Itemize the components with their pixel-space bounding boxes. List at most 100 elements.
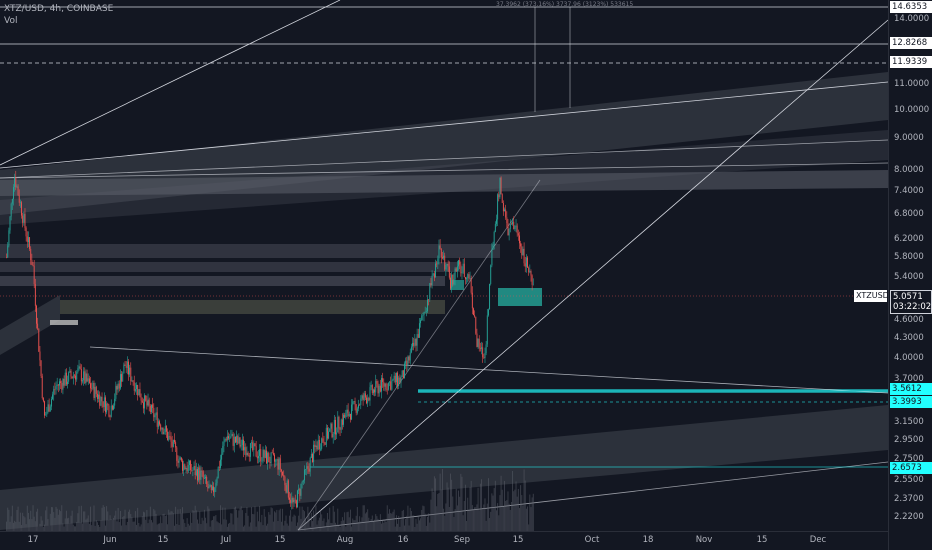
volume-bar	[126, 521, 128, 531]
candle-body	[161, 427, 163, 430]
candle-body	[459, 260, 461, 265]
volume-bar	[117, 507, 119, 531]
candle	[84, 367, 86, 385]
volume-bar	[211, 520, 213, 531]
candle-body	[299, 488, 301, 496]
candle	[440, 248, 442, 264]
price-axis[interactable]: 14.000012.000011.000010.00009.00008.0000…	[888, 0, 932, 550]
candle	[279, 454, 281, 473]
candle	[306, 462, 308, 476]
candle	[280, 468, 282, 478]
volume-bar	[375, 514, 377, 531]
candle	[321, 437, 323, 451]
volume-bar	[90, 506, 91, 531]
candle	[494, 221, 496, 233]
volume-bar	[16, 509, 18, 531]
volume-bar	[325, 522, 327, 531]
candle-body	[163, 432, 165, 435]
candle	[33, 259, 35, 289]
candle-body	[272, 452, 274, 455]
candle	[368, 396, 370, 402]
volume-bar	[466, 520, 468, 531]
candle-body	[476, 333, 478, 347]
candle	[270, 451, 272, 467]
candle-body	[473, 308, 474, 316]
candle-body	[484, 353, 486, 358]
candle-body	[289, 497, 290, 500]
volume-bar	[261, 514, 263, 531]
volume-bar	[489, 518, 491, 531]
candle-body	[99, 394, 101, 406]
volume-bar	[105, 525, 106, 531]
candle	[100, 396, 102, 407]
candle-body	[427, 299, 428, 312]
candle-body	[474, 315, 476, 317]
candle-body	[399, 377, 401, 383]
price-tick: 11.0000	[894, 79, 930, 90]
candle	[48, 398, 50, 413]
candle	[410, 343, 412, 354]
volume-bar	[393, 509, 395, 531]
candle-body	[154, 415, 156, 418]
volume-bar	[95, 520, 97, 531]
candle-body	[171, 441, 173, 447]
candle-body	[107, 403, 109, 406]
volume-bar	[174, 525, 175, 531]
volume-bar	[213, 516, 215, 531]
candle-body	[224, 439, 226, 442]
candle-body	[452, 274, 454, 285]
candle	[194, 459, 196, 480]
candle-body	[315, 445, 317, 448]
candle	[355, 403, 357, 416]
candle	[448, 261, 450, 280]
zone-6	[0, 244, 500, 258]
chart-area[interactable]: XTZ/USD, 4h, COINBASE Vol 37.3962 (373.1…	[0, 0, 889, 531]
volume-bar	[291, 521, 293, 531]
candle	[13, 184, 14, 206]
volume-bar	[330, 522, 332, 531]
candle	[218, 460, 220, 471]
candle-body	[236, 436, 238, 443]
candle	[172, 439, 174, 448]
current-price-label: 5.0571 03:22:02	[890, 290, 932, 314]
candle	[139, 382, 141, 398]
candle-body	[191, 470, 193, 471]
volume-bar	[225, 519, 227, 531]
volume-bar	[183, 519, 185, 531]
volume-bar	[253, 514, 255, 531]
candle	[60, 378, 62, 390]
candle-body	[294, 499, 296, 501]
candle	[182, 458, 183, 474]
candle-body	[52, 394, 54, 400]
candle-body	[23, 213, 25, 223]
volume-bar	[303, 511, 305, 531]
candle	[441, 252, 443, 260]
candle-body	[500, 177, 502, 195]
candle-body	[138, 389, 140, 396]
candle	[307, 461, 309, 474]
left-diagonal-zone	[0, 295, 60, 355]
volume-bar	[8, 509, 10, 531]
candle	[502, 200, 504, 216]
candle-body	[463, 263, 465, 278]
candle-body	[515, 225, 517, 227]
candle-body	[261, 461, 263, 462]
candle-body	[513, 221, 515, 230]
candle-body	[395, 372, 397, 383]
candle	[332, 432, 334, 444]
current-price-value: 5.0571	[893, 292, 923, 302]
candle-body	[443, 255, 445, 259]
candle	[445, 262, 447, 276]
volume-bar	[73, 526, 75, 531]
volume-bar	[121, 525, 123, 531]
candle	[215, 479, 217, 493]
candle-body	[316, 445, 318, 450]
time-axis[interactable]: 17 Jun 15 Jul 15 Aug 16 Sep 15 Oct 18 Nov 15 Dec	[0, 531, 888, 550]
volume-bar	[425, 525, 427, 531]
price-chart[interactable]	[0, 0, 888, 531]
candle	[466, 276, 468, 284]
volume-bar	[202, 520, 204, 531]
volume-bar	[418, 520, 420, 531]
volume-bar	[391, 513, 393, 531]
time-tick: Jun	[103, 535, 117, 545]
